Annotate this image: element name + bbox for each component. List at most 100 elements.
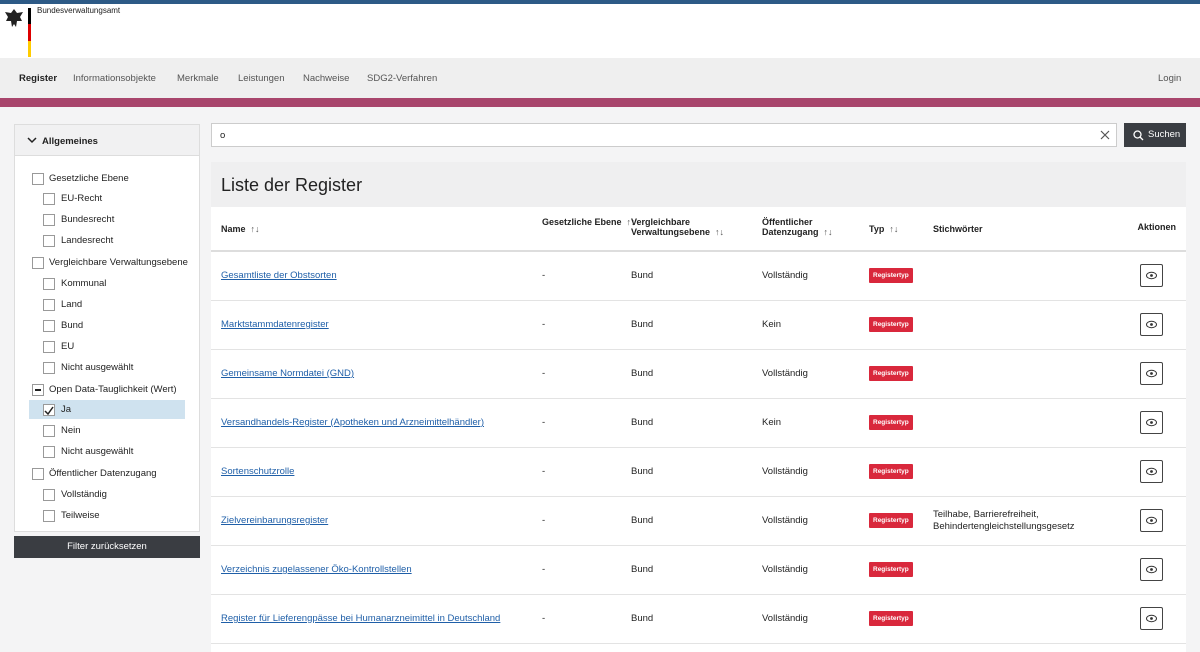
clear-icon[interactable] [1100, 130, 1110, 140]
filter-option[interactable]: Bundesrecht [29, 210, 185, 229]
column-header-label: Name [221, 224, 246, 234]
search-button[interactable]: Suchen [1124, 123, 1186, 147]
cell-text: Vollständig [762, 466, 808, 477]
checkbox[interactable] [43, 298, 55, 311]
column-header-label: Vergleichbare Verwaltungsebene [631, 217, 711, 237]
filter-group[interactable]: Gesetzliche Ebene [32, 170, 199, 188]
column-header-label: Gesetzliche Ebene [542, 217, 622, 227]
filter-group[interactable]: Vergleichbare Verwaltungsebene [32, 254, 199, 272]
filter-option[interactable]: Nicht ausgewählt [29, 358, 185, 377]
register-link[interactable]: Versandhandels-Register (Apotheken und A… [221, 417, 484, 428]
filter-option[interactable]: Vollständig [29, 485, 185, 504]
register-link[interactable]: Gesamtliste der Obstsorten [221, 270, 337, 281]
cell-text: - [542, 319, 546, 330]
nav-item[interactable]: Leistungen [238, 73, 285, 84]
sort-icon[interactable]: ↑↓ [626, 217, 636, 227]
search-input[interactable]: o [211, 123, 1117, 147]
sort-icon[interactable]: ↑↓ [250, 224, 260, 234]
sort-icon[interactable]: ↑↓ [889, 224, 899, 234]
sort-icon[interactable]: ↑↓ [823, 227, 833, 237]
checkbox[interactable] [32, 468, 44, 481]
checkbox[interactable] [43, 446, 55, 459]
filter-option[interactable]: Land [29, 295, 185, 314]
register-link[interactable]: Zielvereinbarungsregister [221, 515, 329, 526]
checkbox[interactable] [43, 193, 55, 206]
cell-text: Vollständig [762, 270, 808, 281]
column-header[interactable]: Name ↑↓ [221, 224, 421, 234]
nav-item[interactable]: Register [19, 73, 58, 84]
checkbox[interactable] [32, 257, 44, 270]
cell-text: Kein [762, 417, 782, 428]
view-button[interactable] [1140, 362, 1163, 385]
nav-item[interactable]: Informationsobjekte [73, 73, 156, 84]
cell-text: - [542, 613, 546, 624]
register-link[interactable]: Sortenschutzrolle [221, 466, 295, 477]
type-badge: Registertyp [869, 317, 913, 332]
filter-option[interactable]: Bund [29, 316, 185, 335]
nav-item[interactable]: Merkmale [177, 73, 219, 84]
row-separator [211, 496, 1186, 497]
filter-option-label: EU [61, 340, 75, 352]
nav-item[interactable]: SDG2-Verfahren [367, 73, 438, 84]
checkbox[interactable] [32, 173, 44, 185]
cell-text: - [542, 417, 546, 428]
filter-group-label: Vergleichbare Verwaltungsebene [49, 257, 188, 269]
type-badge: Registertyp [869, 366, 913, 381]
filter-option-label: Bundesrecht [61, 214, 115, 226]
column-header[interactable]: Öffentlicher Datenzugang ↑↓ [762, 217, 862, 237]
cell-text: - [542, 564, 546, 575]
reset-button[interactable]: Filter zurücksetzen [14, 536, 200, 558]
register-link[interactable]: Verzeichnis zugelassener Öko-Kontrollste… [221, 564, 412, 575]
header-separator [211, 250, 1186, 252]
view-button[interactable] [1140, 509, 1163, 532]
column-header-label: Aktionen [1137, 222, 1176, 232]
eagle-logo [5, 9, 23, 27]
column-header[interactable]: Typ ↑↓ [869, 224, 969, 234]
login-link[interactable]: Login [1158, 73, 1182, 84]
checkbox[interactable] [43, 340, 55, 353]
checkbox[interactable] [43, 404, 55, 417]
filter-option-label: Bund [61, 319, 84, 331]
sort-icon[interactable]: ↑↓ [715, 227, 725, 237]
checkbox[interactable] [43, 425, 55, 438]
filter-option[interactable]: Ja [29, 400, 185, 420]
view-button[interactable] [1140, 607, 1163, 630]
register-link[interactable]: Register für Lieferengpässe bei Humanarz… [221, 613, 501, 624]
checkbox[interactable] [43, 319, 55, 332]
cell-text: Bund [631, 319, 654, 330]
filter-option[interactable]: Nicht ausgewählt [29, 442, 185, 461]
view-button[interactable] [1140, 264, 1163, 287]
checkbox[interactable] [43, 214, 55, 227]
filter-group[interactable]: Open Data-Tauglichkeit (Wert) [32, 381, 199, 399]
eye-icon [1146, 614, 1157, 623]
cell-text: Vollständig [762, 368, 808, 379]
filter-option[interactable]: EU-Recht [29, 189, 185, 208]
filter-section-header[interactable]: Allgemeines [15, 125, 199, 156]
checkbox[interactable] [43, 488, 55, 501]
checkbox[interactable] [32, 384, 44, 396]
filter-option[interactable]: Landesrecht [29, 231, 185, 250]
filter-option[interactable]: Kommunal [29, 274, 185, 293]
filter-group[interactable]: Öffentlicher Datenzugang [32, 465, 199, 483]
column-header[interactable]: Gesetzliche Ebene ↑↓ [542, 217, 642, 227]
column-header-label: Öffentlicher Datenzugang [762, 217, 819, 237]
view-button[interactable] [1140, 411, 1163, 434]
nav-item[interactable]: Nachweise [303, 73, 350, 84]
checkbox[interactable] [43, 277, 55, 290]
register-link[interactable]: Marktstammdatenregister [221, 319, 329, 330]
filter-option[interactable]: Teilweise [29, 506, 185, 525]
checkbox[interactable] [43, 509, 55, 522]
checkbox[interactable] [43, 361, 55, 374]
view-button[interactable] [1140, 313, 1163, 336]
view-button[interactable] [1140, 460, 1163, 483]
search-query: o [220, 130, 226, 141]
checkbox[interactable] [43, 235, 55, 248]
view-button[interactable] [1140, 558, 1163, 581]
column-header[interactable]: Vergleichbare Verwaltungsebene ↑↓ [631, 217, 731, 237]
cell-text: - [542, 368, 546, 379]
filter-option[interactable]: EU [29, 337, 185, 356]
filter-option[interactable]: Nein [29, 421, 185, 440]
register-link[interactable]: Gemeinsame Normdatei (GND) [221, 368, 355, 379]
cell-text: Vollständig [762, 515, 808, 526]
cell-text: Bund [631, 564, 654, 575]
